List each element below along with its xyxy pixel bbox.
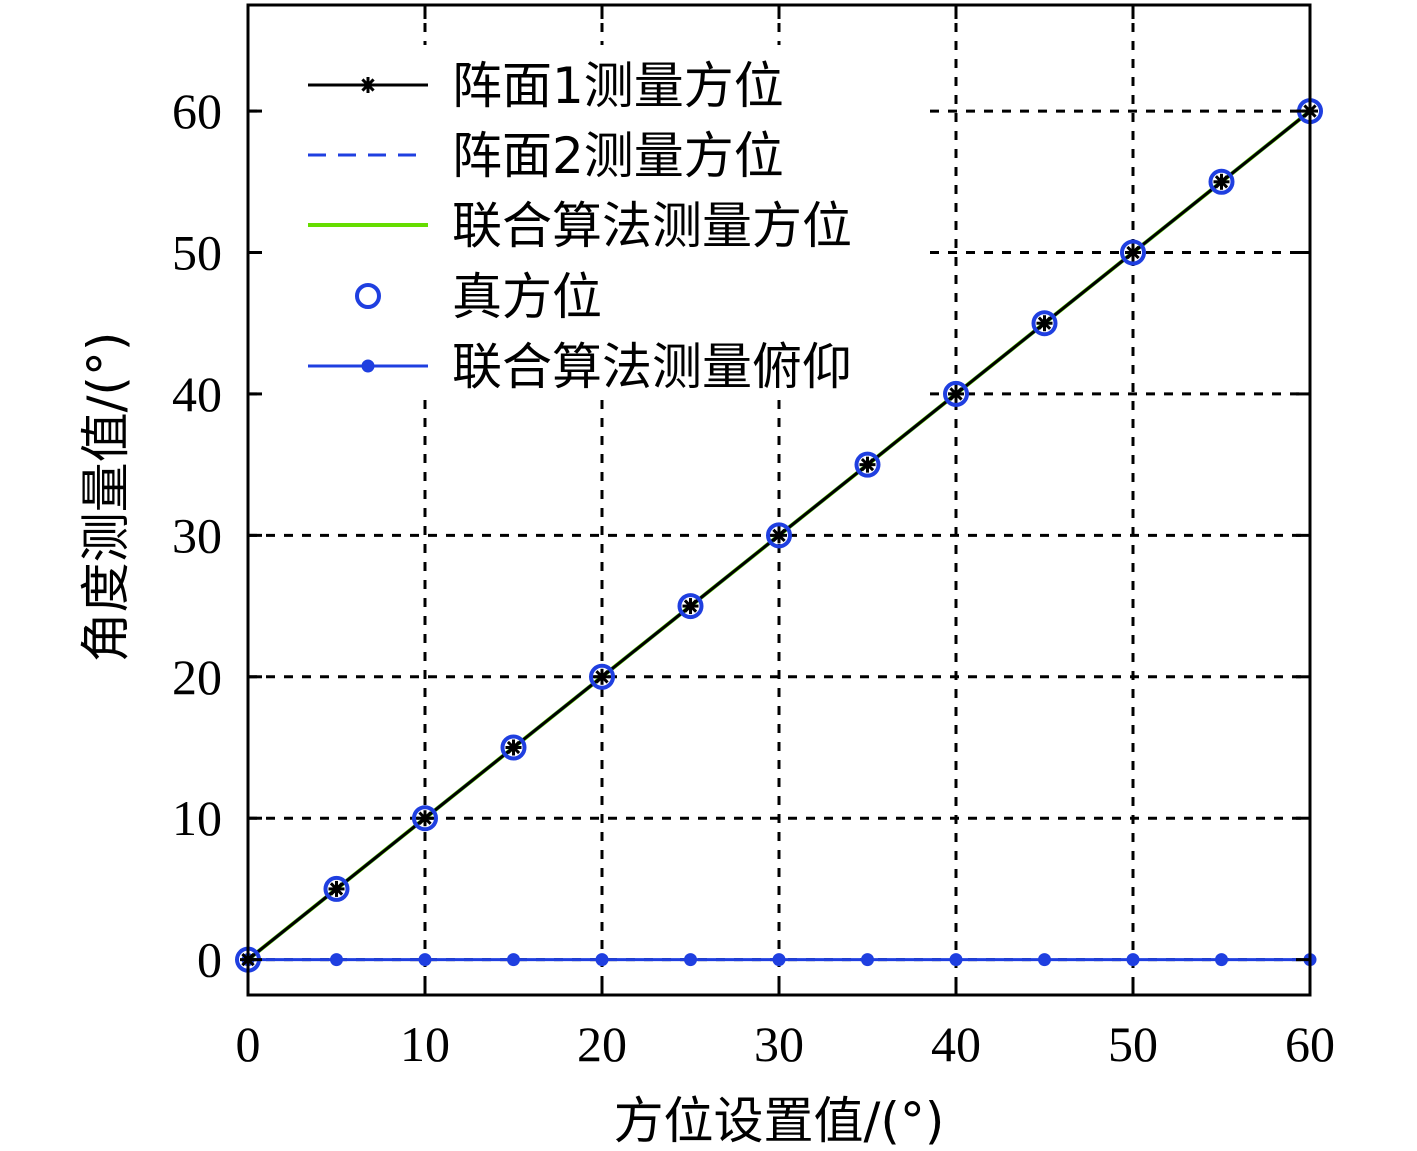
data-point: [355, 283, 381, 309]
y-tick-label: 0: [197, 932, 222, 988]
legend-background: [258, 45, 930, 400]
data-point: [854, 451, 881, 478]
data-point: [771, 527, 787, 544]
x-axis-label: 方位设置值/(°): [614, 1092, 945, 1150]
y-axis-label: 角度测量值/(°): [77, 332, 135, 663]
star-stroke: [683, 599, 698, 613]
legend-label: 联合算法测量俯仰: [452, 338, 852, 396]
legend-entry-2: 阵面2测量方位: [308, 127, 784, 185]
x-tick-label: 0: [236, 1016, 261, 1072]
legend-label: 联合算法测量方位: [452, 197, 852, 255]
star-stroke: [506, 740, 521, 755]
data-point: [595, 953, 609, 967]
star-stroke: [860, 457, 875, 472]
data-point: [360, 77, 376, 93]
y-tick-label: 30: [172, 507, 222, 563]
data-point: [677, 593, 704, 620]
star-stroke: [1126, 245, 1140, 260]
data-point: [1038, 953, 1051, 967]
legend-label: 真方位: [452, 268, 602, 326]
data-point: [505, 739, 522, 756]
x-tick-label: 20: [577, 1016, 627, 1072]
series-1: [240, 103, 1318, 968]
star-stroke: [595, 670, 609, 684]
data-point: [323, 875, 350, 902]
data-point: [943, 380, 969, 407]
x-tick-label: 40: [931, 1016, 981, 1072]
star-stroke: [772, 528, 786, 543]
star-stroke: [949, 387, 963, 401]
data-point: [328, 880, 345, 897]
data-point: [684, 953, 697, 967]
y-tick-label: 20: [172, 649, 222, 705]
data-point: [1036, 315, 1053, 332]
star-stroke: [361, 78, 375, 92]
data-point: [766, 522, 792, 549]
data-point: [1213, 173, 1230, 190]
data-point: [361, 359, 375, 373]
data-point: [1125, 244, 1141, 261]
x-tick-label: 60: [1285, 1016, 1335, 1072]
data-point: [772, 953, 786, 967]
legend-entry-4: 真方位: [355, 268, 602, 326]
y-tick-label: 60: [172, 83, 222, 139]
legend-entry-5: 联合算法测量俯仰: [308, 338, 852, 396]
x-tick-label: 30: [754, 1016, 804, 1072]
data-point: [412, 805, 438, 832]
axes: 0 10 20 30 40 50 60 0 10 20 30 40 50 60: [172, 3, 1335, 1072]
data-point: [949, 953, 963, 967]
star-stroke: [418, 811, 432, 825]
data-point: [1126, 953, 1140, 967]
data-point: [682, 598, 699, 615]
data-point: [859, 456, 876, 473]
y-tick-label: 10: [172, 790, 222, 846]
data-point: [948, 385, 964, 402]
data-point: [861, 953, 874, 967]
data-point: [1215, 953, 1228, 967]
data-point: [507, 953, 520, 967]
data-point: [330, 953, 343, 967]
data-point: [500, 734, 527, 761]
x-tick-label: 50: [1108, 1016, 1158, 1072]
legend-entry-3: 联合算法测量方位: [308, 197, 852, 255]
star-stroke: [1037, 316, 1052, 330]
star-stroke: [1214, 175, 1229, 189]
data-point: [1120, 239, 1146, 266]
star-stroke: [329, 882, 344, 896]
legend-entry-1: 阵面1测量方位: [308, 57, 784, 115]
series-5: [241, 953, 1317, 967]
data-point: [418, 953, 432, 967]
data-point: [594, 668, 610, 685]
data-point: [589, 663, 615, 690]
data-point: [1208, 168, 1235, 195]
data-point: [417, 810, 433, 827]
legend-label: 阵面2测量方位: [452, 127, 784, 185]
legend-label: 阵面1测量方位: [452, 57, 784, 115]
y-tick-label: 50: [172, 225, 222, 281]
data-point: [1031, 310, 1058, 337]
x-tick-label: 10: [400, 1016, 450, 1072]
y-tick-label: 40: [172, 366, 222, 422]
